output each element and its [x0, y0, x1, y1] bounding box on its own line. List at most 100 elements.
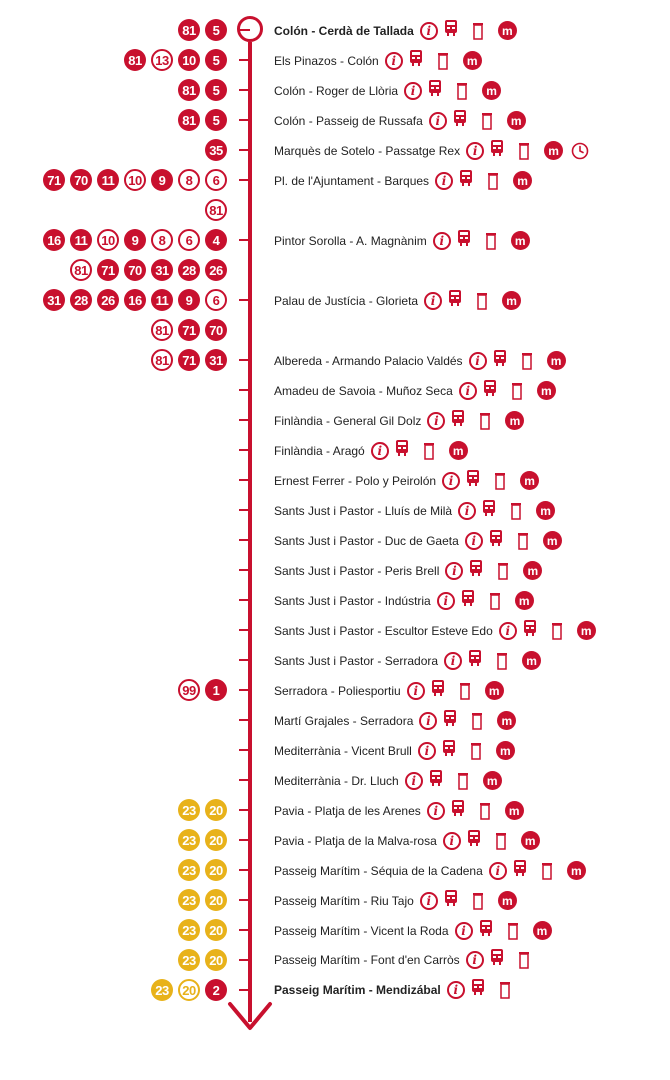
metro-icon[interactable]: m: [536, 501, 556, 520]
line-badge-1[interactable]: 1: [205, 679, 227, 701]
stop-entry[interactable]: Finlàndia - General Gil Dolz i m: [274, 409, 525, 430]
line-badge-81[interactable]: 81: [151, 319, 173, 341]
metro-icon[interactable]: m: [546, 351, 566, 370]
line-badge-20[interactable]: 20: [205, 829, 227, 851]
info-icon[interactable]: i: [466, 141, 485, 160]
line-badge-11[interactable]: 11: [97, 169, 119, 191]
line-badge-71[interactable]: 71: [178, 319, 200, 341]
info-icon[interactable]: i: [468, 351, 487, 370]
info-icon[interactable]: i: [419, 891, 438, 910]
stop-entry[interactable]: Serradora - Poliesportiu i m: [274, 679, 504, 700]
metro-icon[interactable]: m: [544, 141, 564, 160]
stop-entry[interactable]: Sants Just i Pastor - Duc de Gaeta i m: [274, 529, 562, 550]
line-badge-13[interactable]: 13: [151, 49, 173, 71]
line-badge-81[interactable]: 81: [124, 49, 146, 71]
metro-icon[interactable]: m: [495, 741, 515, 760]
stop-entry[interactable]: Sants Just i Pastor - Lluís de Milà i m: [274, 499, 556, 520]
metro-icon[interactable]: m: [482, 771, 502, 790]
line-badge-81[interactable]: 81: [205, 199, 227, 221]
metro-icon[interactable]: m: [520, 471, 540, 490]
line-badge-9[interactable]: 9: [151, 169, 173, 191]
line-badge-71[interactable]: 71: [43, 169, 65, 191]
line-badge-16[interactable]: 16: [124, 289, 146, 311]
line-badge-28[interactable]: 28: [70, 289, 92, 311]
info-icon[interactable]: i: [458, 381, 477, 400]
line-badge-26[interactable]: 26: [205, 259, 227, 281]
stop-entry[interactable]: Sants Just i Pastor - Serradora i m: [274, 649, 542, 670]
line-badge-2[interactable]: 2: [205, 979, 227, 1001]
line-badge-23[interactable]: 23: [178, 919, 200, 941]
metro-icon[interactable]: m: [506, 111, 526, 130]
stop-entry[interactable]: Marquès de Sotelo - Passatge Rex i m: [274, 139, 589, 160]
info-icon[interactable]: i: [454, 921, 473, 940]
line-badge-6[interactable]: 6: [205, 289, 227, 311]
info-icon[interactable]: i: [370, 441, 389, 460]
line-badge-16[interactable]: 16: [43, 229, 65, 251]
line-badge-9[interactable]: 9: [178, 289, 200, 311]
stop-entry[interactable]: Amadeu de Savoia - Muñoz Seca i m: [274, 379, 556, 400]
line-badge-6[interactable]: 6: [178, 229, 200, 251]
metro-icon[interactable]: m: [497, 21, 517, 40]
stop-entry[interactable]: Mediterrània - Vicent Brull i m: [274, 739, 515, 760]
stop-entry[interactable]: Passeig Marítim - Font d'en Carròs i: [274, 949, 530, 969]
metro-icon[interactable]: m: [532, 921, 552, 940]
line-badge-10[interactable]: 10: [178, 49, 200, 71]
info-icon[interactable]: i: [465, 951, 484, 969]
line-badge-26[interactable]: 26: [97, 289, 119, 311]
info-icon[interactable]: i: [442, 471, 461, 490]
stop-entry[interactable]: Mediterrània - Dr. Lluch i m: [274, 769, 502, 790]
stop-entry[interactable]: Colón - Passeig de Russafa i m: [274, 109, 526, 130]
metro-icon[interactable]: m: [536, 381, 556, 400]
stop-entry[interactable]: Palau de Justícia - Glorieta i m: [274, 289, 522, 310]
line-badge-70[interactable]: 70: [205, 319, 227, 341]
stop-entry[interactable]: Passeig Marítim - Séquia de la Cadena i m: [274, 859, 586, 880]
info-icon[interactable]: i: [436, 591, 455, 610]
metro-icon[interactable]: m: [462, 51, 482, 70]
info-icon[interactable]: i: [404, 771, 423, 790]
metro-icon[interactable]: m: [497, 891, 517, 910]
line-badge-81[interactable]: 81: [151, 349, 173, 371]
info-icon[interactable]: i: [458, 501, 477, 520]
stop-entry[interactable]: Pintor Sorolla - A. Magnànim i m: [274, 229, 530, 250]
line-badge-9[interactable]: 9: [124, 229, 146, 251]
line-badge-6[interactable]: 6: [205, 169, 227, 191]
stop-entry[interactable]: Sants Just i Pastor - Indústria i m: [274, 589, 534, 610]
line-badge-11[interactable]: 11: [151, 289, 173, 311]
metro-icon[interactable]: m: [502, 291, 522, 310]
info-icon[interactable]: i: [488, 861, 507, 880]
metro-icon[interactable]: m: [448, 441, 468, 460]
metro-icon[interactable]: m: [542, 531, 562, 550]
line-badge-99[interactable]: 99: [178, 679, 200, 701]
stop-entry[interactable]: Passeig Marítim - Vicent la Roda i m: [274, 919, 552, 940]
info-icon[interactable]: i: [419, 711, 438, 730]
line-badge-23[interactable]: 23: [178, 859, 200, 881]
info-icon[interactable]: i: [426, 801, 445, 820]
metro-icon[interactable]: m: [513, 171, 533, 190]
line-badge-71[interactable]: 71: [97, 259, 119, 281]
line-badge-8[interactable]: 8: [178, 169, 200, 191]
stop-entry[interactable]: Pavia - Platja de la Malva-rosa i m: [274, 829, 540, 850]
line-badge-31[interactable]: 31: [43, 289, 65, 311]
info-icon[interactable]: i: [444, 651, 463, 670]
metro-icon[interactable]: m: [510, 231, 530, 250]
info-icon[interactable]: i: [427, 411, 446, 430]
stop-entry[interactable]: Ernest Ferrer - Polo y Peirolón i m: [274, 469, 540, 490]
line-badge-81[interactable]: 81: [178, 109, 200, 131]
stop-entry[interactable]: Colón - Cerdà de Tallada i m: [274, 19, 517, 40]
info-icon[interactable]: i: [424, 291, 443, 310]
line-badge-23[interactable]: 23: [178, 949, 200, 971]
line-badge-5[interactable]: 5: [205, 19, 227, 41]
line-badge-5[interactable]: 5: [205, 109, 227, 131]
stop-entry[interactable]: Martí Grajales - Serradora i m: [274, 709, 517, 730]
line-badge-20[interactable]: 20: [205, 919, 227, 941]
line-badge-81[interactable]: 81: [178, 19, 200, 41]
metro-icon[interactable]: m: [514, 591, 534, 610]
line-badge-28[interactable]: 28: [178, 259, 200, 281]
line-badge-31[interactable]: 31: [205, 349, 227, 371]
stop-entry[interactable]: Colón - Roger de Llòria i m: [274, 79, 502, 100]
line-badge-23[interactable]: 23: [178, 829, 200, 851]
metro-icon[interactable]: m: [576, 621, 596, 640]
stop-entry[interactable]: Pavia - Platja de les Arenes i m: [274, 799, 524, 820]
stop-entry[interactable]: Albereda - Armando Palacio Valdés i m: [274, 349, 566, 370]
info-icon[interactable]: i: [428, 111, 447, 130]
